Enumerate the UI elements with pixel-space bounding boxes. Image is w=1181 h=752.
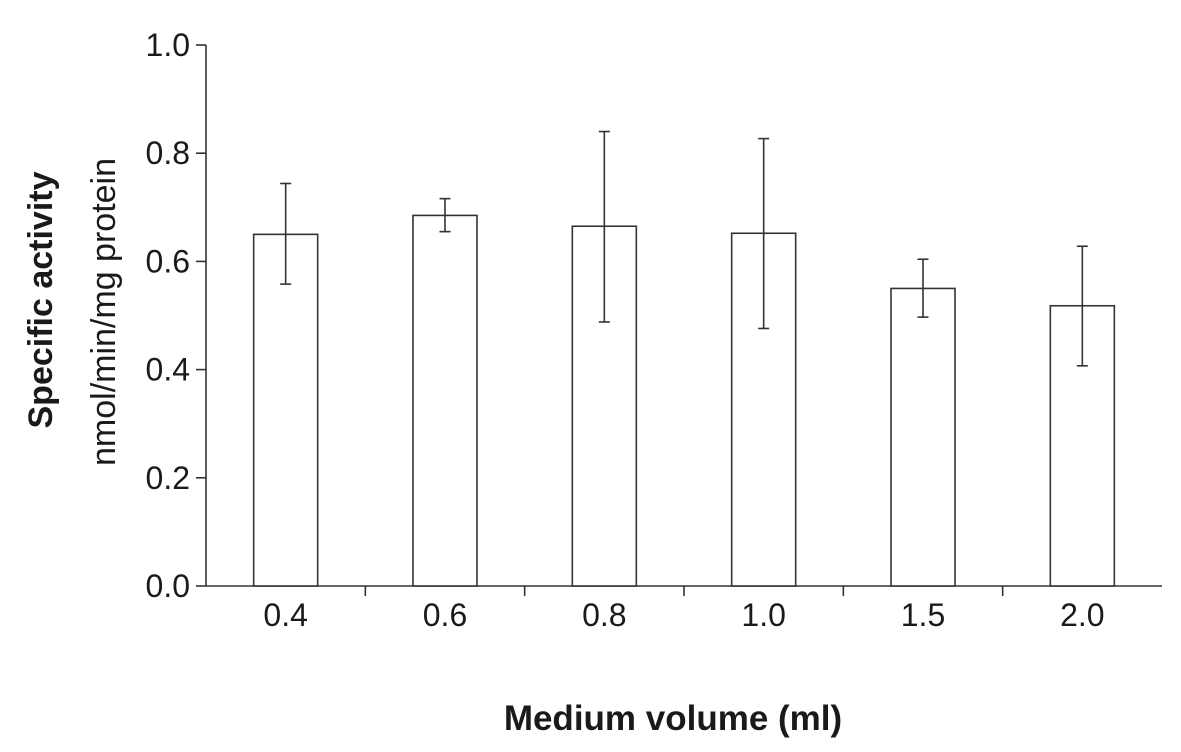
bar	[412, 214, 478, 587]
y-tick-label: 0.2	[146, 460, 190, 496]
x-tick-label: 0.8	[582, 597, 626, 633]
y-axis-label-line1: Specific activity	[22, 171, 60, 428]
x-tick-label: 2.0	[1060, 597, 1104, 633]
x-axis-label: Medium volume (ml)	[504, 699, 842, 738]
error-bars	[280, 130, 1088, 367]
x-tick-label: 0.6	[423, 597, 467, 633]
y-axis-label-line2: nmol/min/mg protein	[85, 158, 123, 466]
bar	[730, 232, 797, 587]
bar	[890, 287, 956, 587]
y-tick-label: 0.6	[146, 243, 190, 279]
y-tick-label: 0.0	[146, 568, 190, 604]
y-tick-label: 0.8	[146, 135, 190, 171]
bar	[252, 233, 319, 587]
y-axis-unit-label: nmol/min/mg protein	[85, 158, 123, 466]
bars	[252, 214, 1116, 587]
x-tick-label: 1.0	[741, 597, 785, 633]
y-tick-label: 0.4	[146, 352, 190, 388]
x-ticks: 0.4 0.6 0.8 1.0 1.5 2.0	[263, 586, 1105, 633]
y-ticks: 0.0 0.2 0.4 0.6 0.8 1.0	[146, 27, 206, 604]
x-tick-label: 0.4	[263, 597, 307, 633]
x-tick-label: 1.5	[901, 597, 945, 633]
y-tick-label: 1.0	[146, 27, 190, 63]
y-axis-label: Specific activity	[22, 171, 60, 428]
